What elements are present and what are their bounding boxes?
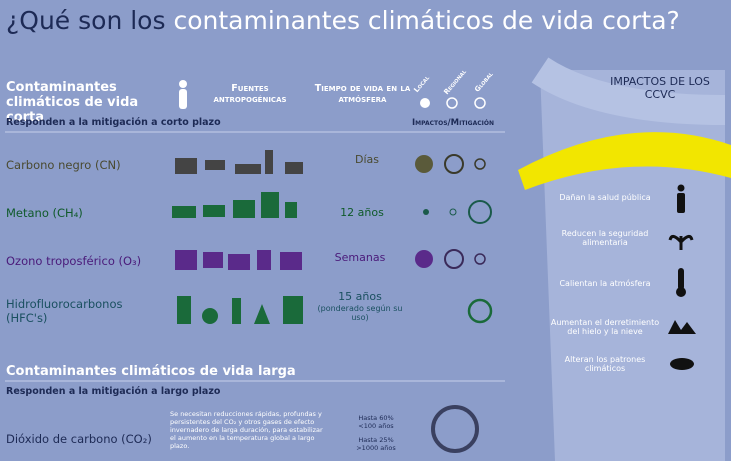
pollutant-name: Hidrofluorocarbonos (HFC's) (6, 297, 123, 325)
impact-icons (668, 184, 696, 370)
column-header: Tiempo de vida en la atmósfera (314, 83, 411, 105)
scale-icon (420, 98, 430, 108)
source-icons (172, 192, 297, 218)
column-header: Fuentes antropogénicas (213, 83, 287, 105)
person-icon (179, 80, 187, 88)
lifetime: Hasta 25% >1000 años (356, 436, 396, 452)
pollutant-name: Metano (CH₄) (6, 206, 83, 220)
panel-title: IMPACTOS DE LOS CCVC (610, 75, 710, 101)
panel-top (531, 57, 726, 125)
section-subheading: Responden a la mitigación a corto plazo (6, 117, 221, 128)
impact-item: Reducen la seguridad alimentaria (561, 229, 649, 247)
title-lead: ¿Qué son los (6, 6, 166, 35)
title-highlight: contaminantes climáticos de vida corta? (173, 6, 680, 35)
scale-icon (446, 97, 458, 109)
impact-circles (415, 154, 493, 453)
lifetime: 15 años (338, 290, 382, 303)
section-subheading: Responden a la mitigación a largo plazo (6, 386, 221, 397)
pollutant-name: Ozono troposférico (O₃) (6, 254, 142, 268)
impacts-panel (540, 70, 725, 461)
lifetime: Días (355, 153, 379, 166)
pollutant-name: Carbono negro (CN) (6, 158, 121, 172)
title: ¿Qué son los contaminantes climáticos de… (6, 6, 680, 35)
scale-icon (474, 97, 486, 109)
column-header: Impactos/Mitigación (412, 118, 494, 128)
person-icon (179, 89, 187, 109)
source-icons (175, 150, 303, 174)
section-heading: Contaminantes climáticos de vida larga (6, 364, 296, 379)
yellow-arc (518, 132, 731, 190)
impact-item: Alteran los patrones climáticos (564, 355, 646, 373)
impact-item: Aumentan el derretimiento del hielo y la… (550, 318, 660, 336)
source-icons (175, 250, 302, 270)
lifetime: Semanas (334, 251, 386, 264)
lifetime: Hasta 60% <100 años (358, 414, 394, 430)
description: Se necesitan reducciones rápidas, profun… (170, 410, 323, 450)
lifetime-note: (ponderado según su uso) (317, 304, 403, 322)
section-heading: Contaminantes climáticos de vida corta (6, 80, 139, 125)
impact-item: Calientan la atmósfera (559, 279, 651, 288)
lifetime: 12 años (340, 206, 384, 219)
source-icons (177, 296, 303, 324)
impact-item: Dañan la salud pública (559, 193, 651, 202)
pollutant-name: Dióxido de carbono (CO₂) (6, 432, 152, 446)
